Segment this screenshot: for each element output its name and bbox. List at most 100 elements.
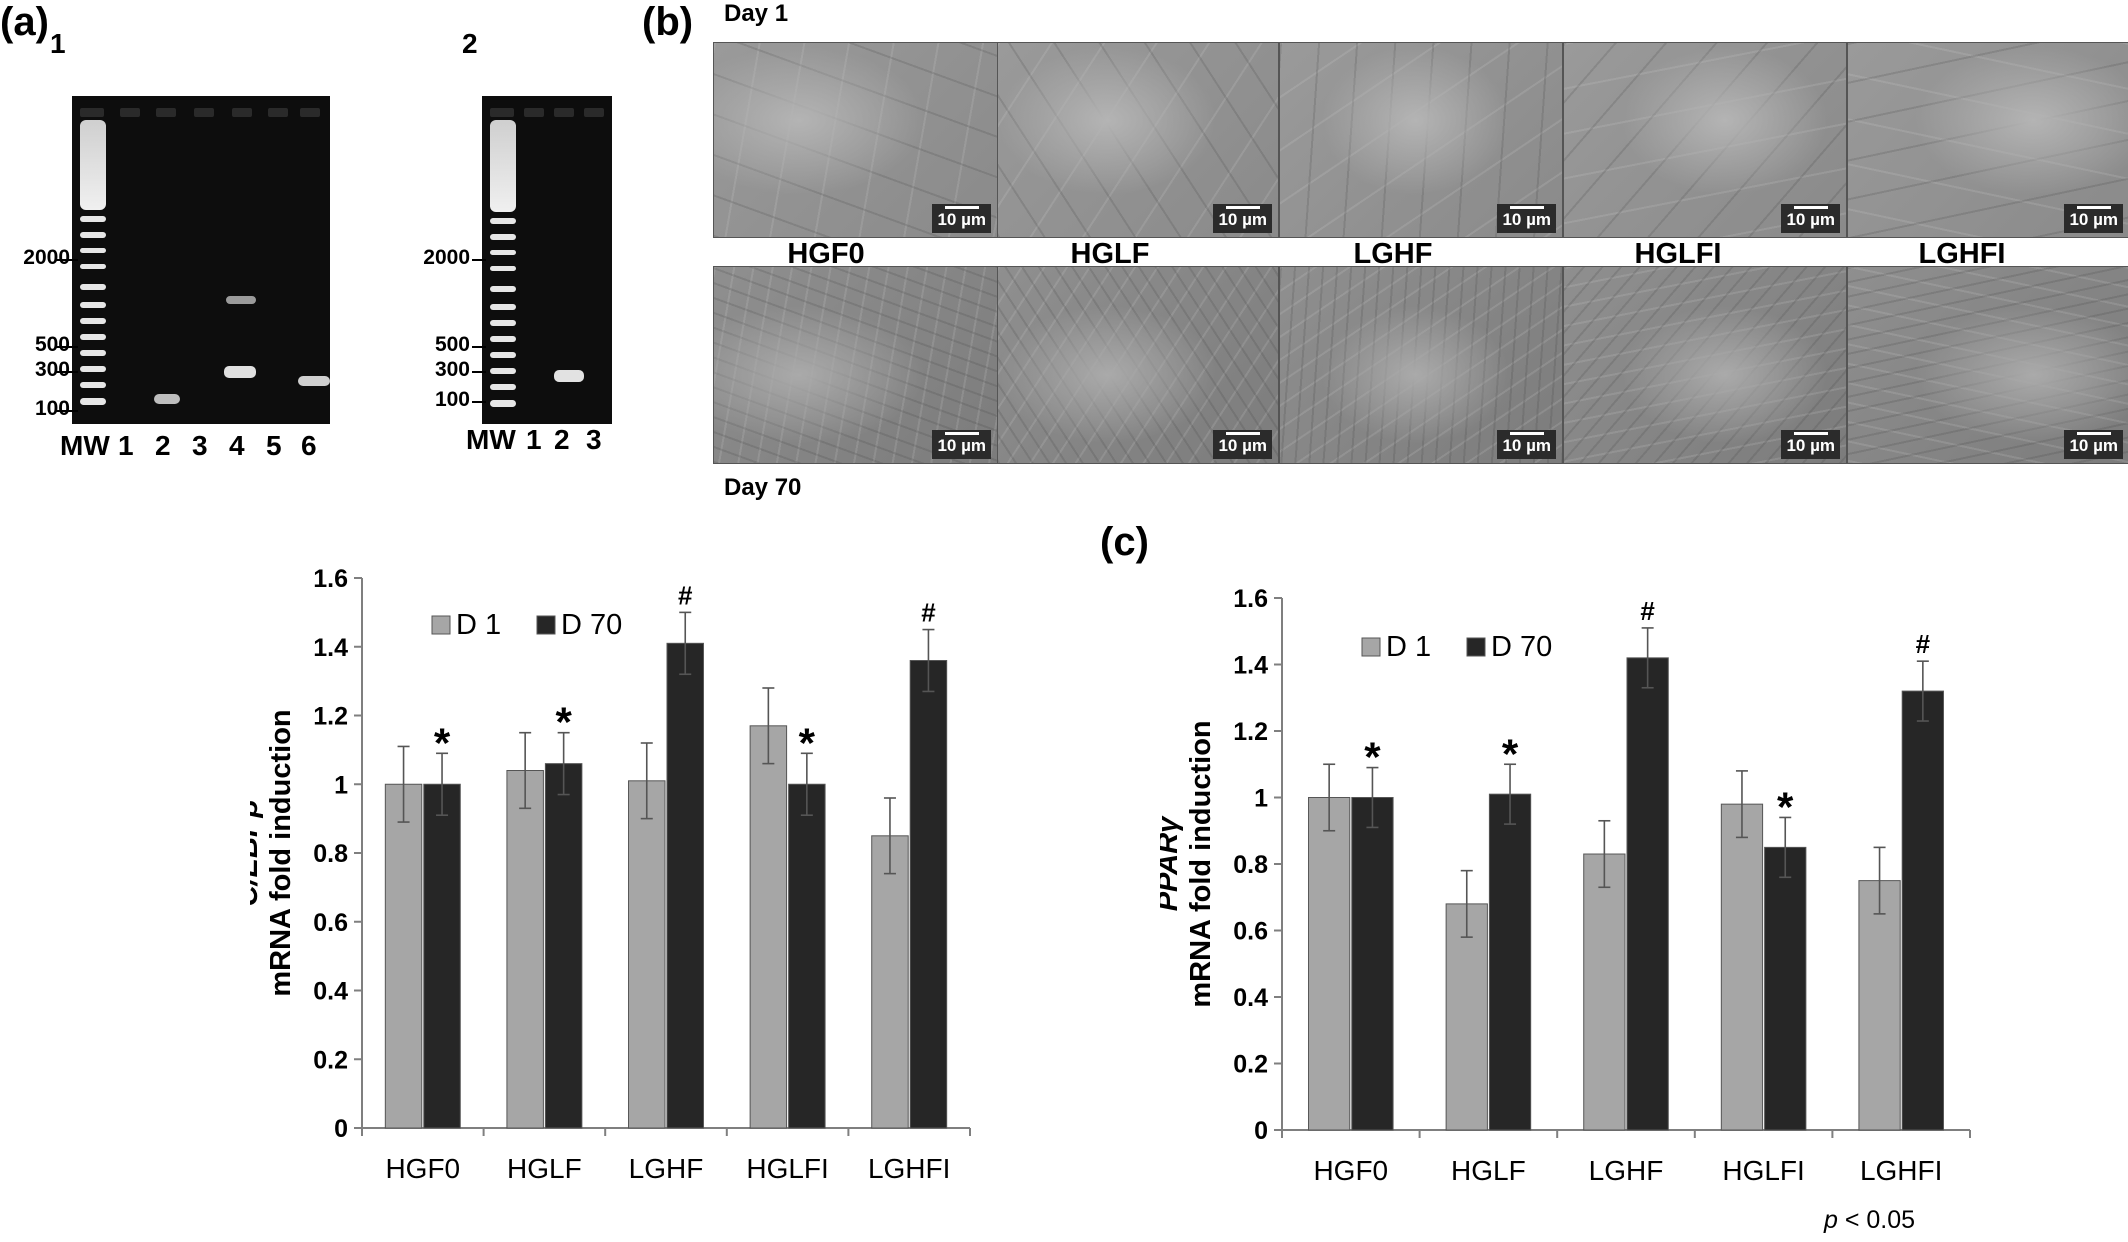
legend-label: D 1 (456, 609, 501, 641)
y-tick-label: 1.2 (1233, 718, 1268, 746)
significance-marker: * (555, 699, 572, 746)
y-tick-label: 0.2 (1233, 1051, 1268, 1079)
y-tick-label: 1 (1254, 785, 1268, 813)
legend-swatch (1361, 637, 1381, 657)
category-label: LGHF (1589, 1155, 1664, 1186)
legend-label: D 70 (561, 609, 622, 641)
bar-d70 (788, 783, 826, 1129)
significance-marker: * (1364, 734, 1381, 781)
y-tick-label: 0.8 (313, 840, 348, 868)
y-tick-label: 1.2 (313, 703, 348, 731)
day-1-micrograph-3: 10 µm (1279, 42, 1563, 238)
scale-bar: 10 µm (2064, 430, 2123, 459)
scale-bar: 10 µm (1781, 204, 1840, 233)
gel-1-number: 1 (50, 28, 66, 59)
bar-d70 (1901, 690, 1944, 1131)
category-label: HGLF (1451, 1155, 1526, 1186)
gel-2-bp-label: 300 (434, 358, 470, 381)
day-70-micrograph-4: 10 µm (1563, 266, 1847, 464)
bar-d70 (666, 642, 704, 1129)
legend-swatch (536, 615, 556, 635)
day-1-micrograph-1: 10 µm (713, 42, 998, 238)
y-tick-label: 1.6 (313, 565, 348, 593)
gel-2-bp-label: 500 (434, 333, 470, 356)
scale-bar: 10 µm (1497, 430, 1556, 459)
significance-marker: * (434, 719, 451, 766)
scale-bar: 10 µm (2064, 204, 2123, 233)
significance-marker: # (678, 580, 693, 610)
significance-marker: # (921, 598, 936, 628)
bar-d1 (749, 725, 788, 1129)
lane-label: 1 (118, 430, 134, 461)
y-tick-label: 0.4 (313, 978, 348, 1006)
gel-1-bp-label: 300 (34, 358, 70, 381)
scale-bar: 10 µm (1781, 430, 1840, 459)
gel-1-image (72, 96, 330, 424)
significance-marker: * (1502, 730, 1519, 777)
lane-label: 6 (301, 430, 317, 461)
significance-marker: * (1777, 783, 1794, 830)
y-axis-gene-label: PPARγ (1160, 815, 1184, 911)
gel-1-bp-label: 100 (34, 397, 70, 420)
lane-label: 2 (554, 424, 570, 455)
panel-c-letter: (c) (1100, 520, 1149, 564)
group-label: HGLF (1070, 238, 1150, 270)
gel-2-bp-label: 2000 (423, 246, 470, 269)
gel-2-number: 2 (462, 28, 478, 59)
group-label: LGHF (1353, 238, 1433, 270)
category-label: LGHF (629, 1153, 704, 1184)
bar-d70 (1764, 846, 1807, 1131)
scale-bar: 10 µm (1497, 204, 1556, 233)
scale-bar: 10 µm (1213, 430, 1272, 459)
bar-d1 (506, 770, 544, 1129)
category-label: HGLFI (746, 1153, 828, 1184)
day-1-micrograph-2: 10 µm (997, 42, 1279, 238)
legend-label: D 1 (1386, 631, 1431, 663)
lane-label: 4 (229, 430, 245, 461)
scale-bar: 10 µm (1213, 204, 1272, 233)
significance-marker: # (1640, 596, 1655, 626)
y-tick-label: 0.8 (1233, 851, 1268, 879)
day-70-micrograph-5: 10 µm (1847, 266, 2128, 464)
y-tick-label: 0.4 (1233, 984, 1268, 1012)
lane-label: MW (60, 430, 110, 461)
lane-label: 5 (266, 430, 282, 461)
bar-d1 (1858, 880, 1901, 1131)
bar-d70 (1488, 793, 1532, 1131)
gel-1-bp-label: 2000 (23, 246, 70, 269)
group-label: HGF0 (787, 238, 865, 270)
category-label: HGLFI (1722, 1155, 1804, 1186)
legend-swatch (1466, 637, 1486, 657)
bar-d70 (909, 660, 948, 1129)
scale-bar: 10 µm (932, 430, 991, 459)
y-axis-label: mRNA fold induction (1185, 720, 1217, 1007)
group-label: LGHFI (1918, 238, 2006, 270)
category-label: HGLF (507, 1153, 582, 1184)
y-tick-label: 1.4 (1233, 652, 1268, 680)
significance-marker: * (799, 719, 816, 766)
lane-label: MW (466, 424, 516, 455)
p-value-note: p < 0.05 (1824, 1206, 1915, 1235)
y-tick-label: 0 (334, 1115, 348, 1143)
category-label: LGHFI (1860, 1155, 1942, 1186)
p-value-text: < 0.05 (1837, 1206, 1916, 1234)
bar-d70 (1626, 657, 1669, 1131)
category-label: HGF0 (1313, 1155, 1388, 1186)
y-tick-label: 0.2 (313, 1046, 348, 1074)
day-1-micrograph-5: 10 µm (1847, 42, 2128, 238)
panel-a-letter: (a) (0, 0, 49, 44)
lane-label: 3 (192, 430, 208, 461)
day-70-micrograph-1: 10 µm (713, 266, 998, 464)
y-tick-label: 0.6 (313, 909, 348, 937)
bar-d1 (1308, 797, 1351, 1131)
bar-d1 (1583, 853, 1626, 1131)
lane-label: 3 (586, 424, 602, 455)
significance-marker: # (1916, 629, 1931, 659)
group-label: HGLFI (1634, 238, 1722, 270)
gel-2-bp-label: 100 (434, 388, 470, 411)
bar-d1 (628, 780, 666, 1129)
y-tick-label: 1.6 (1233, 585, 1268, 613)
legend-swatch (431, 615, 451, 635)
day-70-micrograph-2: 10 µm (997, 266, 1279, 464)
scale-bar: 10 µm (932, 204, 991, 233)
